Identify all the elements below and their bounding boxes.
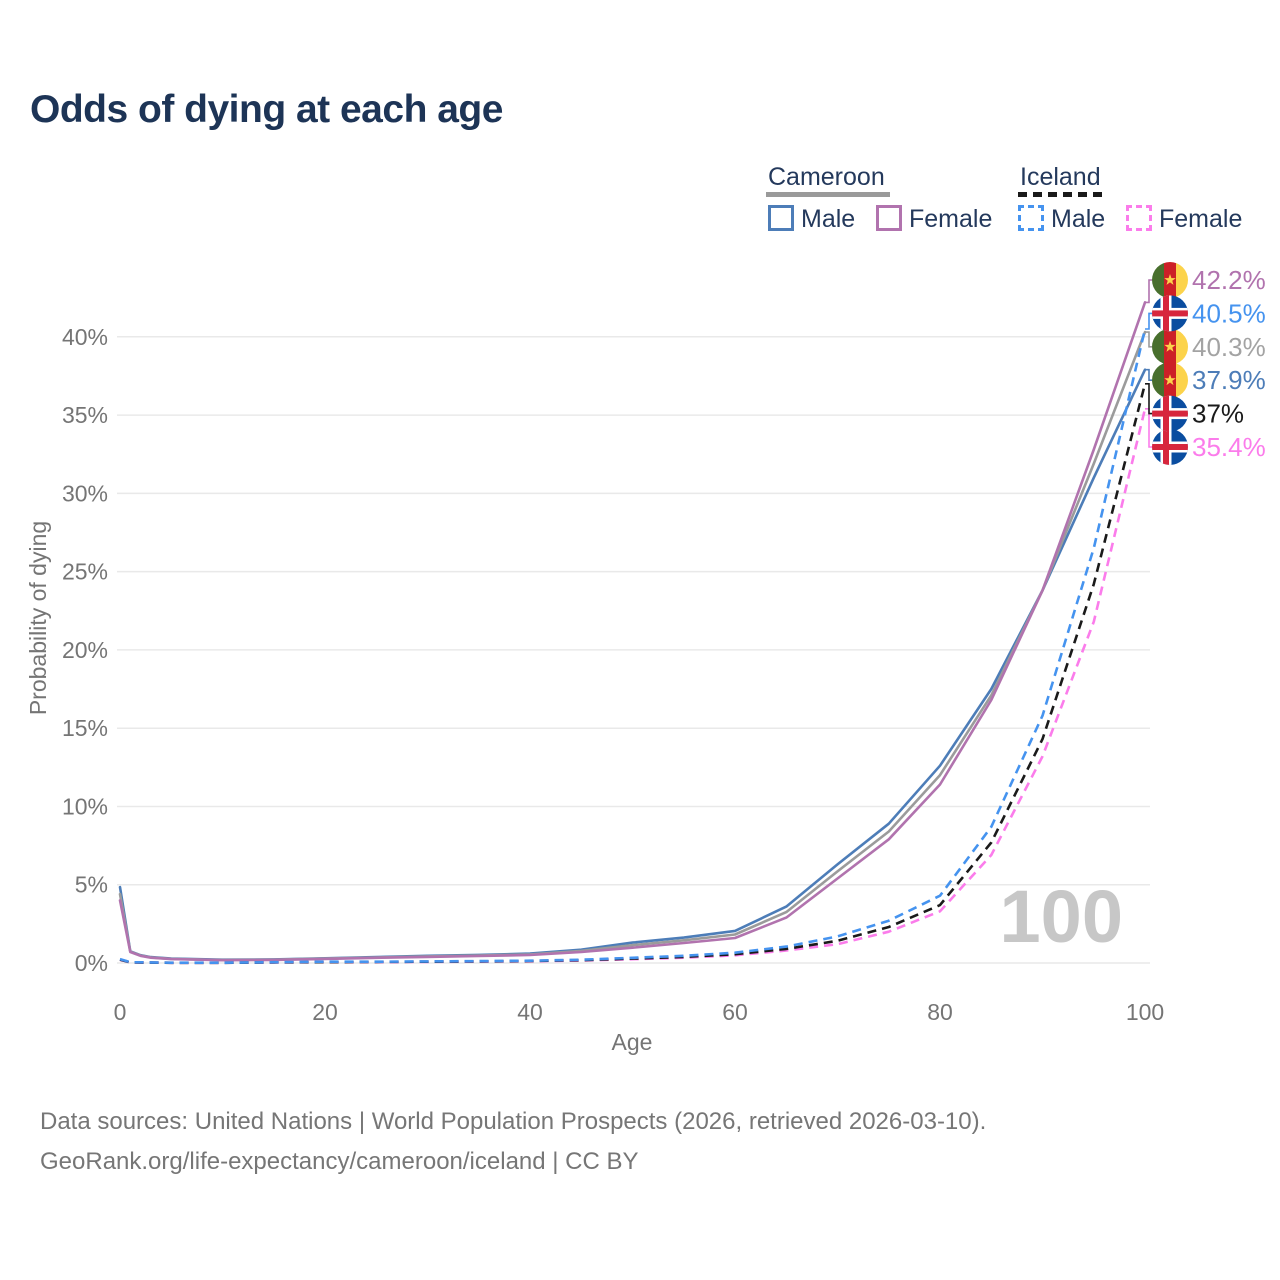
x-axis-title: Age (612, 1029, 653, 1055)
legend-label-cameroon-female: Female (909, 205, 993, 233)
end-label-connector (1145, 331, 1152, 348)
series-line-cameroon-both-sexes (118, 330, 1147, 962)
end-label-connector (1145, 368, 1152, 381)
y-tick-label: 5% (75, 872, 108, 898)
end-label-value: 35.4% (1192, 432, 1266, 462)
y-tick-label: 40% (62, 324, 108, 350)
data-source-attribution: Data sources: United Nations | World Pop… (40, 1108, 987, 1135)
end-label-value: 42.2% (1192, 265, 1266, 295)
end-label-connector (1145, 312, 1152, 330)
y-tick-label: 20% (62, 637, 108, 663)
y-tick-label: 10% (62, 794, 108, 820)
end-label-value: 40.3% (1192, 332, 1266, 362)
y-tick-label: 0% (75, 950, 108, 976)
legend-swatch-iceland-female (1126, 205, 1152, 231)
legend-label-cameroon-male: Male (801, 205, 856, 233)
series-line-iceland-male (119, 328, 1147, 965)
y-tick-label: 15% (62, 715, 108, 741)
end-label-connector (1145, 408, 1152, 448)
series-line-iceland-female (119, 408, 1147, 965)
end-label-value: 37.9% (1192, 365, 1266, 395)
cameroon-line-style-swatch (766, 192, 890, 197)
iceland-flag-icon (1152, 295, 1188, 332)
iceland-flag-icon (1152, 395, 1188, 432)
legend-group-cameroon-label: Cameroon (768, 163, 885, 191)
legend-label-iceland-male: Male (1051, 205, 1106, 233)
cameroon-flag-icon (1152, 362, 1188, 399)
legend-label-iceland-female: Female (1159, 205, 1243, 233)
x-tick-label: 80 (927, 999, 953, 1025)
legend-swatch-iceland-male (1018, 205, 1044, 231)
series-line-iceland-both-sexes (119, 383, 1147, 965)
y-tick-label: 30% (62, 480, 108, 506)
iceland-line-style-swatch (1018, 192, 1104, 197)
series-line-cameroon-male (118, 368, 1147, 962)
y-tick-label: 25% (62, 559, 108, 585)
cameroon-flag-icon (1152, 328, 1188, 365)
series-line-cameroon-female (118, 301, 1147, 962)
legend-swatch-cameroon-female (876, 205, 902, 231)
x-tick-label: 40 (517, 999, 543, 1025)
iceland-flag-icon (1152, 429, 1188, 465)
end-label-connector (1145, 279, 1152, 304)
x-tick-label: 20 (312, 999, 338, 1025)
end-label-value: 37% (1192, 399, 1244, 429)
legend: Cameroon Iceland Male Female Male Female (0, 0, 1280, 250)
end-label-connector (1145, 383, 1152, 415)
end-label-value: 40.5% (1192, 298, 1266, 328)
x-tick-label: 100 (1126, 999, 1164, 1025)
y-tick-label: 35% (62, 402, 108, 428)
x-tick-label: 60 (722, 999, 748, 1025)
page-title: Odds of dying at each age (30, 88, 503, 131)
y-axis-title: Probability of dying (25, 521, 51, 715)
source-url-license: GeoRank.org/life-expectancy/cameroon/ice… (40, 1148, 639, 1175)
x-tick-label: 0 (114, 999, 127, 1025)
cameroon-flag-icon (1152, 262, 1188, 298)
legend-swatch-cameroon-male (768, 205, 794, 231)
legend-group-iceland-label: Iceland (1020, 163, 1101, 191)
age-watermark: 100 (1000, 875, 1123, 958)
